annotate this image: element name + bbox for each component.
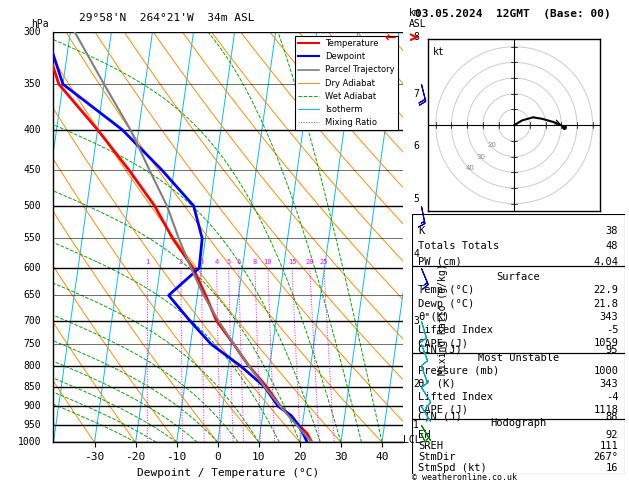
Text: PW (cm): PW (cm) [418,257,462,267]
Text: Temp (°C): Temp (°C) [418,285,475,295]
Text: 700: 700 [24,315,42,326]
Text: 03.05.2024  12GMT  (Base: 00): 03.05.2024 12GMT (Base: 00) [415,9,611,19]
Text: Hodograph: Hodograph [490,418,547,428]
Text: km
ASL: km ASL [409,8,426,29]
Text: SREH: SREH [418,441,443,451]
Text: 40: 40 [465,165,474,171]
Text: 2: 2 [413,379,419,389]
Text: 750: 750 [24,339,42,349]
Text: 1: 1 [145,259,150,265]
Text: 4: 4 [413,248,419,259]
Text: 3: 3 [199,259,204,265]
Text: 5: 5 [226,259,231,265]
Text: kt: kt [433,47,445,57]
Text: 38: 38 [606,226,618,236]
Text: 21.8: 21.8 [593,298,618,309]
Text: 15: 15 [287,259,296,265]
Text: 300: 300 [24,27,42,36]
Text: 95: 95 [606,345,618,355]
Text: 2: 2 [179,259,183,265]
Text: 550: 550 [24,233,42,243]
Text: CIN (J): CIN (J) [418,412,462,422]
X-axis label: Dewpoint / Temperature (°C): Dewpoint / Temperature (°C) [137,468,319,478]
Text: 111: 111 [599,441,618,451]
Text: 900: 900 [24,401,42,411]
Text: Lifted Index: Lifted Index [418,325,493,335]
Text: 30: 30 [476,154,486,159]
Text: 4.04: 4.04 [593,257,618,267]
Text: 20: 20 [487,142,496,148]
Text: StmSpd (kt): StmSpd (kt) [418,463,487,473]
Text: © weatheronline.co.uk: © weatheronline.co.uk [412,473,517,482]
Text: 6: 6 [237,259,241,265]
Text: LCL: LCL [403,435,421,445]
Text: θᵉ(K): θᵉ(K) [418,312,450,322]
Text: 22.9: 22.9 [593,285,618,295]
Text: Lifted Index: Lifted Index [418,392,493,402]
Text: Dewp (°C): Dewp (°C) [418,298,475,309]
Text: StmDir: StmDir [418,452,456,463]
Text: Most Unstable: Most Unstable [477,353,559,363]
Text: 800: 800 [24,361,42,371]
Text: CAPE (J): CAPE (J) [418,338,469,348]
Text: 1059: 1059 [593,338,618,348]
Text: 343: 343 [599,379,618,389]
Text: K: K [418,226,425,236]
Text: 20: 20 [306,259,314,265]
Legend: Temperature, Dewpoint, Parcel Trajectory, Dry Adiabat, Wet Adiabat, Isotherm, Mi: Temperature, Dewpoint, Parcel Trajectory… [294,36,398,130]
Text: -4: -4 [606,392,618,402]
Text: EH: EH [418,430,431,440]
Text: hPa: hPa [31,19,49,29]
Text: 8: 8 [253,259,257,265]
Text: 450: 450 [24,165,42,175]
Text: 3: 3 [413,315,419,326]
Text: 650: 650 [24,290,42,300]
Text: 4: 4 [214,259,219,265]
Text: CIN (J): CIN (J) [418,345,462,355]
Text: 850: 850 [24,382,42,392]
Text: 48: 48 [606,242,618,251]
Text: CAPE (J): CAPE (J) [418,405,469,415]
Text: 500: 500 [24,201,42,211]
Text: Surface: Surface [496,272,540,282]
Text: Mixing Ratio (g/kg): Mixing Ratio (g/kg) [438,263,448,375]
Text: 5: 5 [413,194,419,204]
Text: Pressure (mb): Pressure (mb) [418,366,499,376]
Text: 1000: 1000 [18,437,42,447]
Text: 16: 16 [606,463,618,473]
Text: 267°: 267° [593,452,618,463]
Text: 350: 350 [24,79,42,89]
Text: 1118: 1118 [593,405,618,415]
Text: 29°58'N  264°21'W  34m ASL: 29°58'N 264°21'W 34m ASL [79,13,254,23]
Text: 600: 600 [24,263,42,273]
Text: 25: 25 [320,259,328,265]
Text: Totals Totals: Totals Totals [418,242,499,251]
Text: 7: 7 [413,89,419,99]
Text: 343: 343 [599,312,618,322]
Text: 6: 6 [413,141,419,151]
Text: 1: 1 [413,420,419,430]
Text: 1000: 1000 [593,366,618,376]
Text: 8: 8 [413,32,419,42]
Text: θᵉ (K): θᵉ (K) [418,379,456,389]
Text: 950: 950 [24,420,42,430]
Text: -5: -5 [606,325,618,335]
Text: ←: ← [384,32,396,46]
Text: 400: 400 [24,125,42,135]
Text: 10: 10 [264,259,272,265]
Text: 92: 92 [606,430,618,440]
Text: 88: 88 [606,412,618,422]
